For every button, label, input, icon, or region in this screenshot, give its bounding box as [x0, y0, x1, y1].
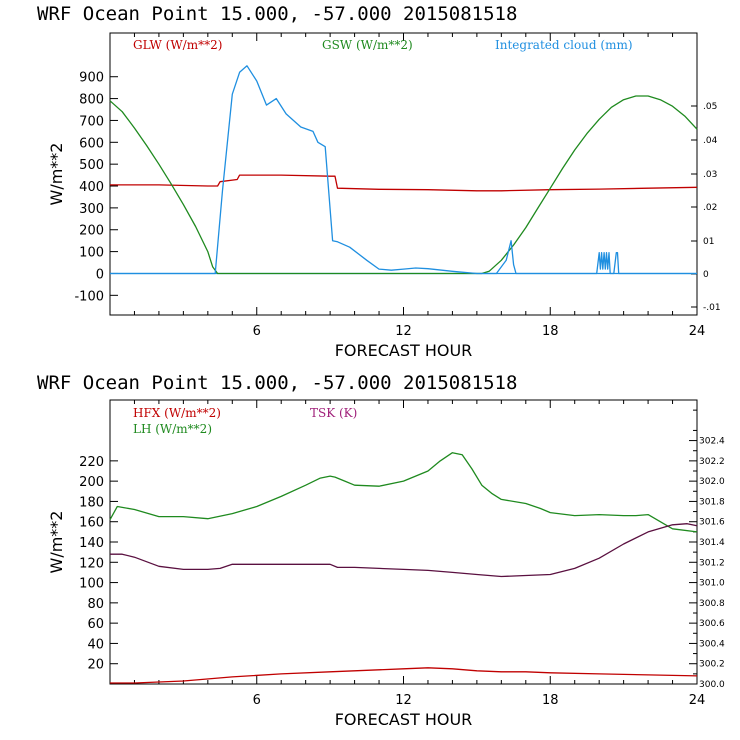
y2-tick-label: .04	[703, 136, 718, 146]
x-axis-label: FORECAST HOUR	[335, 710, 473, 729]
y-tick-label: 100	[79, 577, 104, 592]
y2-tick-label: 300.2	[699, 660, 725, 670]
y2-tick-label: 0	[703, 270, 709, 280]
y2-tick-label: 301.0	[699, 579, 725, 589]
series-line	[110, 667, 698, 684]
y2-tick-label: 302.0	[699, 477, 725, 487]
y-tick-label: 160	[79, 516, 104, 531]
y-tick-label: 140	[79, 536, 104, 551]
x-tick-label: 12	[395, 324, 412, 339]
y-tick-label: 700	[79, 114, 104, 129]
y2-tick-label: 301.6	[699, 518, 725, 528]
y-tick-label: 180	[79, 495, 104, 510]
chart-title: WRF Ocean Point 15.000, -57.000 20150815…	[37, 372, 517, 394]
y2-tick-label: 301.4	[699, 538, 725, 548]
y-tick-label: 0	[96, 267, 104, 282]
y2-tick-label: 300.0	[699, 680, 725, 690]
chart-title: WRF Ocean Point 15.000, -57.000 20150815…	[37, 3, 517, 25]
y-tick-label: 220	[79, 455, 104, 470]
y-axis-label: W/m**2	[47, 511, 66, 574]
y2-tick-label: 300.4	[699, 639, 725, 649]
x-tick-label: 6	[253, 693, 261, 708]
plot-frame	[109, 399, 698, 685]
legend-entry: GLW (W/m**2)	[133, 38, 222, 52]
y-tick-label: 20	[87, 658, 104, 673]
y-tick-label: -100	[74, 289, 104, 304]
y2-tick-label: 301.8	[699, 497, 725, 507]
legend-entry: Integrated cloud (mm)	[495, 38, 633, 52]
y-tick-label: 800	[79, 93, 104, 108]
y2-tick-label: 301.2	[699, 558, 725, 568]
y2-tick-label: 300.8	[699, 599, 725, 609]
y-axis-label: W/m**2	[47, 143, 66, 206]
y-tick-label: 600	[79, 136, 104, 151]
series-line	[109, 95, 698, 275]
x-tick-label: 24	[689, 324, 706, 339]
y-tick-label: 400	[79, 180, 104, 195]
y2-tick-label: 302.2	[699, 457, 725, 467]
x-axis-label: FORECAST HOUR	[335, 341, 473, 360]
legend-entry: HFX (W/m**2)	[133, 406, 221, 420]
y2-tick-label: -.01	[703, 303, 721, 313]
y-tick-label: 500	[79, 158, 104, 173]
x-tick-label: 24	[689, 693, 706, 708]
y2-tick-label: 302.4	[699, 437, 725, 447]
y-tick-label: 200	[79, 224, 104, 239]
legend-entry: TSK (K)	[310, 406, 357, 420]
series-line	[109, 452, 698, 533]
y-tick-label: 200	[79, 475, 104, 490]
legend-entry: LH (W/m**2)	[133, 422, 212, 436]
legend-entry: GSW (W/m**2)	[322, 38, 413, 52]
y-tick-label: 40	[87, 637, 104, 652]
y-tick-label: 900	[79, 71, 104, 86]
plot-frame	[109, 32, 698, 316]
x-tick-label: 12	[395, 693, 412, 708]
y2-tick-label: .05	[703, 102, 717, 112]
y-tick-label: 80	[87, 597, 104, 612]
x-tick-label: 18	[542, 324, 559, 339]
y-tick-label: 100	[79, 246, 104, 261]
y2-tick-label: 01	[703, 237, 714, 247]
y-tick-label: 300	[79, 202, 104, 217]
series-line	[110, 65, 697, 275]
series-line	[110, 174, 698, 192]
y-tick-label: 60	[87, 617, 104, 632]
y2-tick-label: .03	[703, 170, 717, 180]
series-line	[110, 523, 698, 578]
y-tick-label: 120	[79, 556, 104, 571]
y2-tick-label: 300.6	[699, 619, 725, 629]
y2-tick-label: .02	[703, 203, 717, 213]
x-tick-label: 6	[253, 324, 261, 339]
x-tick-label: 18	[542, 693, 559, 708]
